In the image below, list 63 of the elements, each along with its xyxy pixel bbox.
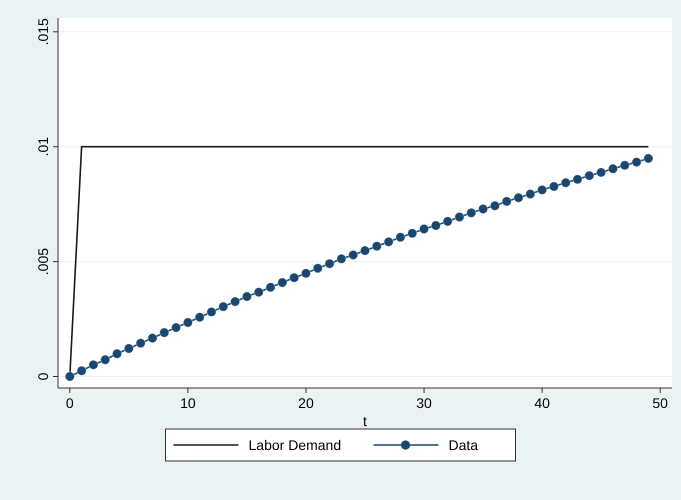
y-tick-label: .01 [35,136,51,156]
point [525,189,536,200]
point [136,338,146,348]
point [336,254,346,264]
x-tick-label: 50 [652,395,668,411]
point [442,216,453,226]
point [548,181,559,192]
x-tick-label: 20 [298,395,314,411]
point [478,204,488,214]
point [194,312,205,322]
x-tick-label: 40 [534,395,550,411]
point [88,360,98,370]
point [159,328,170,338]
point [632,157,642,168]
point [407,228,418,238]
x-axis-title: t [363,413,368,429]
point [537,184,548,195]
point [171,322,182,333]
y-tick-label: 0 [35,372,51,380]
point [230,296,240,307]
point [100,354,110,365]
point [466,208,476,218]
point [596,167,606,178]
legend-label: Data [448,437,478,453]
point [218,302,228,312]
point [360,246,370,256]
point [324,258,335,269]
point [430,220,441,231]
point [242,292,252,302]
point [206,306,216,317]
point [312,263,323,274]
point [372,241,382,252]
point [300,268,311,278]
point [608,164,618,174]
legend-label: Labor Demand [248,437,342,453]
y-tick-label: .015 [35,18,51,46]
point [514,192,524,203]
x-tick-label: 0 [66,395,74,411]
point [643,153,654,164]
point [266,282,276,292]
point [395,232,406,242]
point [277,278,288,288]
point [124,343,134,354]
point [147,333,158,344]
point [64,372,75,382]
point [490,200,500,211]
point [348,250,358,260]
x-tick-label: 10 [180,395,196,411]
point [454,212,464,222]
point [572,174,583,184]
point [584,170,594,181]
point [289,272,300,283]
point [254,287,264,298]
point [76,366,87,376]
point [112,348,122,359]
point [620,160,630,170]
point [182,318,193,328]
point [560,178,571,188]
point [502,196,512,206]
x-tick-label: 30 [416,395,432,411]
point [384,236,394,247]
point [419,224,430,234]
y-tick-label: .005 [35,248,51,276]
